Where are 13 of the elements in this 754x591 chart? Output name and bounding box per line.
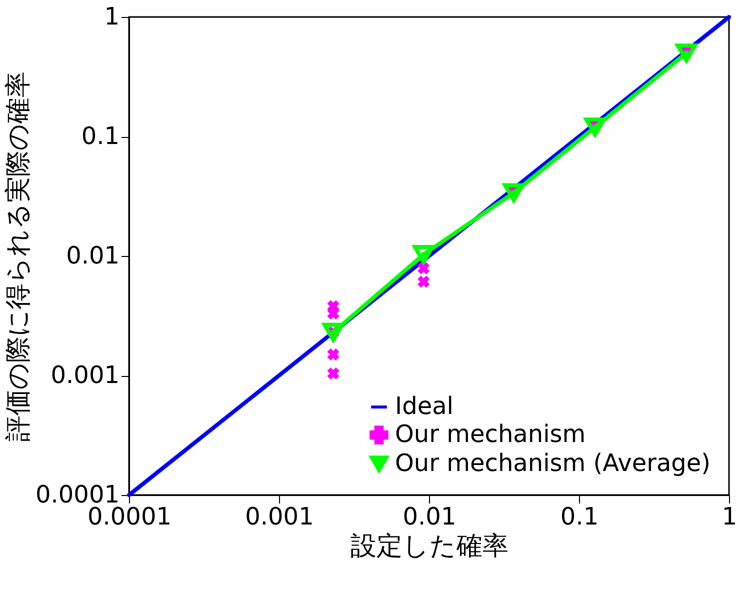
x-tick-label: 1 (722, 502, 738, 530)
x-tick-label: 0.01 (402, 502, 456, 530)
y-tick-label: 0.01 (66, 242, 120, 270)
legend-label: Our mechanism (Average) (395, 449, 711, 477)
x-tick-label: 0.001 (245, 502, 314, 530)
x-tick-label: 0.1 (560, 502, 599, 530)
y-tick-label: 1 (104, 2, 120, 30)
x-axis-title: 設定した確率 (350, 532, 508, 562)
y-tick-label: 0.1 (81, 122, 120, 150)
y-tick-label: 0.001 (50, 361, 120, 389)
legend-label: Ideal (395, 392, 454, 420)
y-axis-title: 評価の際に得られる実際の確率 (4, 72, 34, 442)
legend-label: Our mechanism (395, 420, 586, 448)
